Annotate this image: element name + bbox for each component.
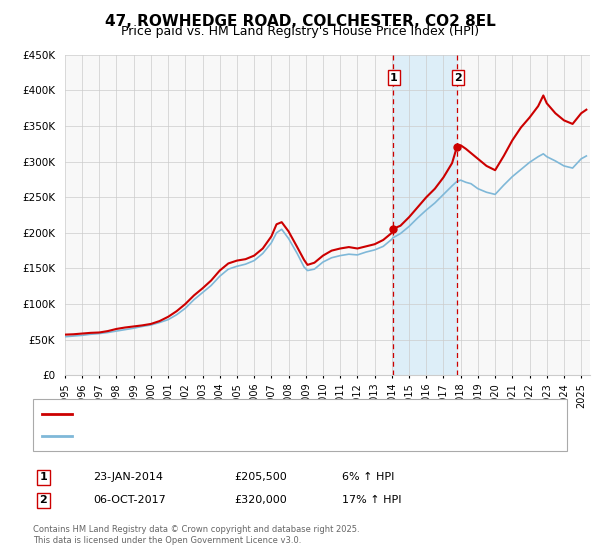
Text: 17% ↑ HPI: 17% ↑ HPI: [342, 495, 401, 505]
Text: 06-OCT-2017: 06-OCT-2017: [93, 495, 166, 505]
Text: 1: 1: [40, 472, 47, 482]
Text: Contains HM Land Registry data © Crown copyright and database right 2025.
This d: Contains HM Land Registry data © Crown c…: [33, 525, 359, 545]
Text: 1: 1: [390, 73, 398, 83]
Text: 2: 2: [454, 73, 461, 83]
Text: £205,500: £205,500: [234, 472, 287, 482]
Text: 6% ↑ HPI: 6% ↑ HPI: [342, 472, 394, 482]
Bar: [393, 55, 457, 375]
Text: £320,000: £320,000: [234, 495, 287, 505]
Text: 47, ROWHEDGE ROAD, COLCHESTER, CO2 8EL (semi-detached house): 47, ROWHEDGE ROAD, COLCHESTER, CO2 8EL (…: [78, 409, 445, 419]
Text: Price paid vs. HM Land Registry's House Price Index (HPI): Price paid vs. HM Land Registry's House …: [121, 25, 479, 38]
Text: HPI: Average price, semi-detached house, Colchester: HPI: Average price, semi-detached house,…: [78, 431, 355, 441]
Text: 23-JAN-2014: 23-JAN-2014: [93, 472, 163, 482]
Text: 2: 2: [40, 495, 47, 505]
Text: 47, ROWHEDGE ROAD, COLCHESTER, CO2 8EL: 47, ROWHEDGE ROAD, COLCHESTER, CO2 8EL: [104, 14, 496, 29]
